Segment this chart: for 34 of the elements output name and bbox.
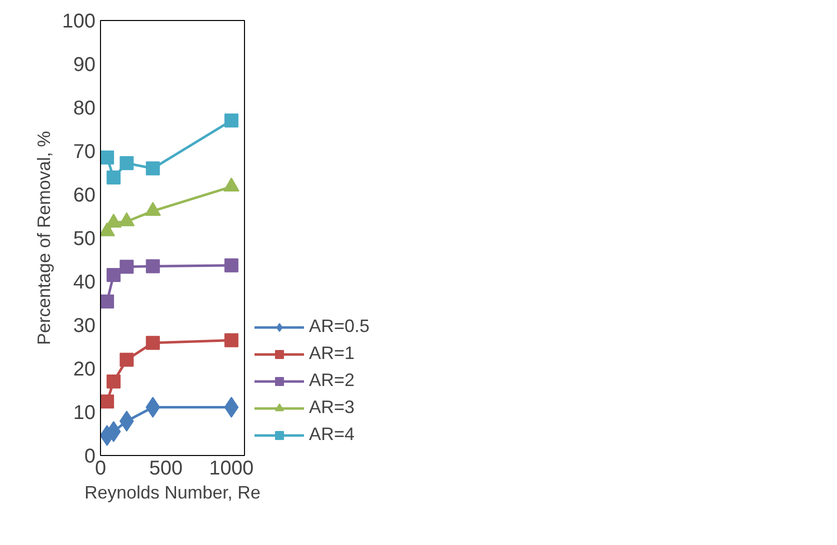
legend-label: AR=3 — [309, 397, 355, 418]
point — [120, 352, 134, 367]
y-axis-title: Percentage of Removal, % — [34, 130, 54, 346]
y-tick-label: 20 — [73, 358, 96, 380]
point — [100, 294, 114, 309]
legend-label: AR=4 — [309, 424, 355, 445]
point — [224, 333, 238, 348]
point — [100, 150, 114, 165]
point — [106, 268, 121, 282]
y-tick-label: 10 — [73, 402, 96, 424]
point — [146, 259, 160, 274]
y-tick-label: 60 — [73, 184, 96, 206]
point — [146, 336, 160, 350]
y-tick-label: 100 — [62, 10, 96, 32]
legend-label: AR=1 — [309, 343, 355, 364]
point — [106, 170, 121, 185]
point — [224, 258, 238, 272]
x-axis-title: Reynolds Number, Re — [84, 482, 261, 502]
y-tick-label: 40 — [73, 272, 96, 294]
point — [224, 114, 238, 128]
x-tick-label: 500 — [149, 458, 183, 480]
x-tick-label: 1000 — [209, 458, 254, 480]
y-tick-label: 30 — [73, 315, 96, 337]
legend-label: AR=0.5 — [309, 316, 370, 337]
legend-label: AR=2 — [309, 370, 355, 391]
point — [120, 260, 134, 274]
y-tick-label: 50 — [73, 228, 96, 250]
y-tick-label: 80 — [73, 98, 96, 120]
y-tick-label: 70 — [73, 141, 96, 163]
point — [146, 161, 160, 176]
y-tick-label: 90 — [73, 54, 96, 76]
point — [120, 156, 134, 170]
point — [106, 374, 121, 389]
point — [100, 394, 114, 409]
